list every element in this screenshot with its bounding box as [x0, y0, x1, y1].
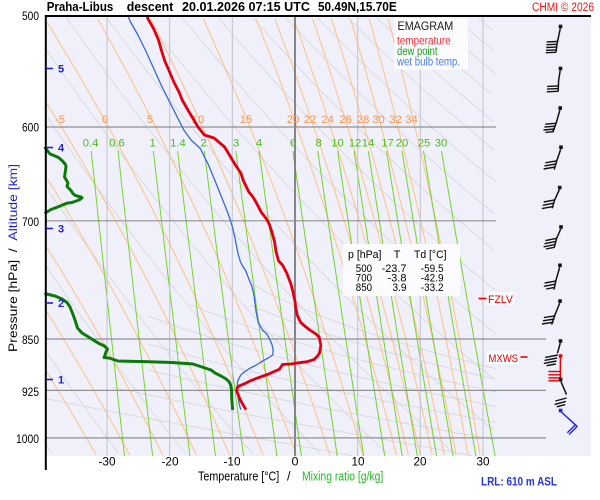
- svg-text:0: 0: [292, 455, 299, 469]
- svg-text:8: 8: [316, 138, 322, 150]
- svg-text:20: 20: [396, 138, 409, 150]
- svg-text:850: 850: [356, 282, 372, 294]
- svg-text:17: 17: [381, 138, 394, 150]
- svg-text:30: 30: [477, 455, 490, 469]
- svg-text:Temperature [°C]: Temperature [°C]: [198, 470, 279, 484]
- svg-text:CHMI © 2026: CHMI © 2026: [532, 0, 594, 14]
- svg-text:FZLV: FZLV: [488, 294, 513, 306]
- svg-text:850: 850: [22, 333, 39, 347]
- svg-text:50.49N,15.70E: 50.49N,15.70E: [318, 0, 397, 14]
- svg-text:10: 10: [331, 138, 344, 150]
- svg-text:12: 12: [349, 138, 362, 150]
- svg-text:-30: -30: [99, 455, 116, 469]
- svg-text:3: 3: [58, 224, 64, 236]
- svg-text:0.6: 0.6: [109, 138, 125, 150]
- svg-text:LRL: 610 m ASL: LRL: 610 m ASL: [481, 475, 557, 489]
- svg-text:10: 10: [352, 455, 365, 469]
- svg-text:descent: descent: [127, 0, 174, 14]
- svg-text:24: 24: [321, 114, 334, 126]
- svg-text:26: 26: [339, 114, 352, 126]
- svg-text:/: /: [287, 470, 291, 484]
- svg-text:0.4: 0.4: [83, 138, 99, 150]
- svg-text:-10: -10: [224, 455, 241, 469]
- svg-text:30: 30: [435, 138, 448, 150]
- svg-text:925: 925: [22, 385, 39, 399]
- svg-text:25: 25: [418, 138, 431, 150]
- svg-text:3.9: 3.9: [393, 282, 407, 294]
- svg-text:1: 1: [58, 375, 64, 387]
- svg-text:5: 5: [147, 114, 153, 126]
- svg-text:6: 6: [290, 138, 296, 150]
- svg-text:-23.7: -23.7: [382, 263, 407, 275]
- svg-text:Mixing ratio [g/kg]: Mixing ratio [g/kg]: [302, 470, 383, 484]
- svg-text:34: 34: [405, 114, 418, 126]
- svg-text:MXWS: MXWS: [489, 353, 519, 365]
- svg-text:20: 20: [287, 114, 300, 126]
- svg-text:p [hPa]: p [hPa]: [348, 249, 382, 261]
- svg-text:2: 2: [200, 138, 206, 150]
- svg-text:600: 600: [22, 120, 39, 134]
- svg-text:4: 4: [58, 143, 65, 155]
- svg-text:-5: -5: [55, 114, 65, 126]
- svg-text:4: 4: [256, 138, 262, 150]
- svg-text:temperature: temperature: [397, 34, 451, 48]
- svg-text:20: 20: [414, 455, 427, 469]
- svg-text:wet bulb temp.: wet bulb temp.: [396, 55, 460, 69]
- svg-text:1000: 1000: [16, 432, 39, 446]
- svg-text:1: 1: [149, 138, 155, 150]
- svg-text:dew point: dew point: [397, 44, 438, 58]
- svg-text:15: 15: [240, 114, 253, 126]
- svg-text:T: T: [394, 249, 401, 261]
- svg-text:1.4: 1.4: [170, 138, 186, 150]
- svg-text:-3.8: -3.8: [388, 273, 407, 285]
- svg-text:14: 14: [362, 138, 375, 150]
- svg-text:-42.9: -42.9: [421, 273, 444, 285]
- svg-text:-59.5: -59.5: [421, 263, 444, 275]
- svg-text:3: 3: [233, 138, 239, 150]
- svg-text:30: 30: [372, 114, 385, 126]
- svg-text:-20: -20: [162, 455, 179, 469]
- svg-text:500: 500: [22, 9, 39, 23]
- svg-text:0: 0: [102, 114, 108, 126]
- svg-text:500: 500: [356, 263, 372, 275]
- svg-text:Pressure [hPa] / Altitude [k: Pressure [hPa] / Altitude [km]: [7, 164, 20, 352]
- svg-text:2: 2: [58, 298, 64, 310]
- svg-text:Td [°C]: Td [°C]: [414, 249, 447, 261]
- svg-text:700: 700: [22, 215, 39, 229]
- svg-text:28: 28: [357, 114, 370, 126]
- svg-text:Praha-Libus: Praha-Libus: [47, 0, 114, 14]
- svg-text:EMAGRAM: EMAGRAM: [398, 19, 454, 33]
- svg-text:5: 5: [58, 64, 64, 76]
- svg-text:32: 32: [389, 114, 402, 126]
- svg-text:20.01.2026 07:15 UTC: 20.01.2026 07:15 UTC: [182, 0, 310, 14]
- svg-text:700: 700: [356, 273, 372, 285]
- svg-text:22: 22: [304, 114, 317, 126]
- svg-text:-33.2: -33.2: [421, 282, 444, 294]
